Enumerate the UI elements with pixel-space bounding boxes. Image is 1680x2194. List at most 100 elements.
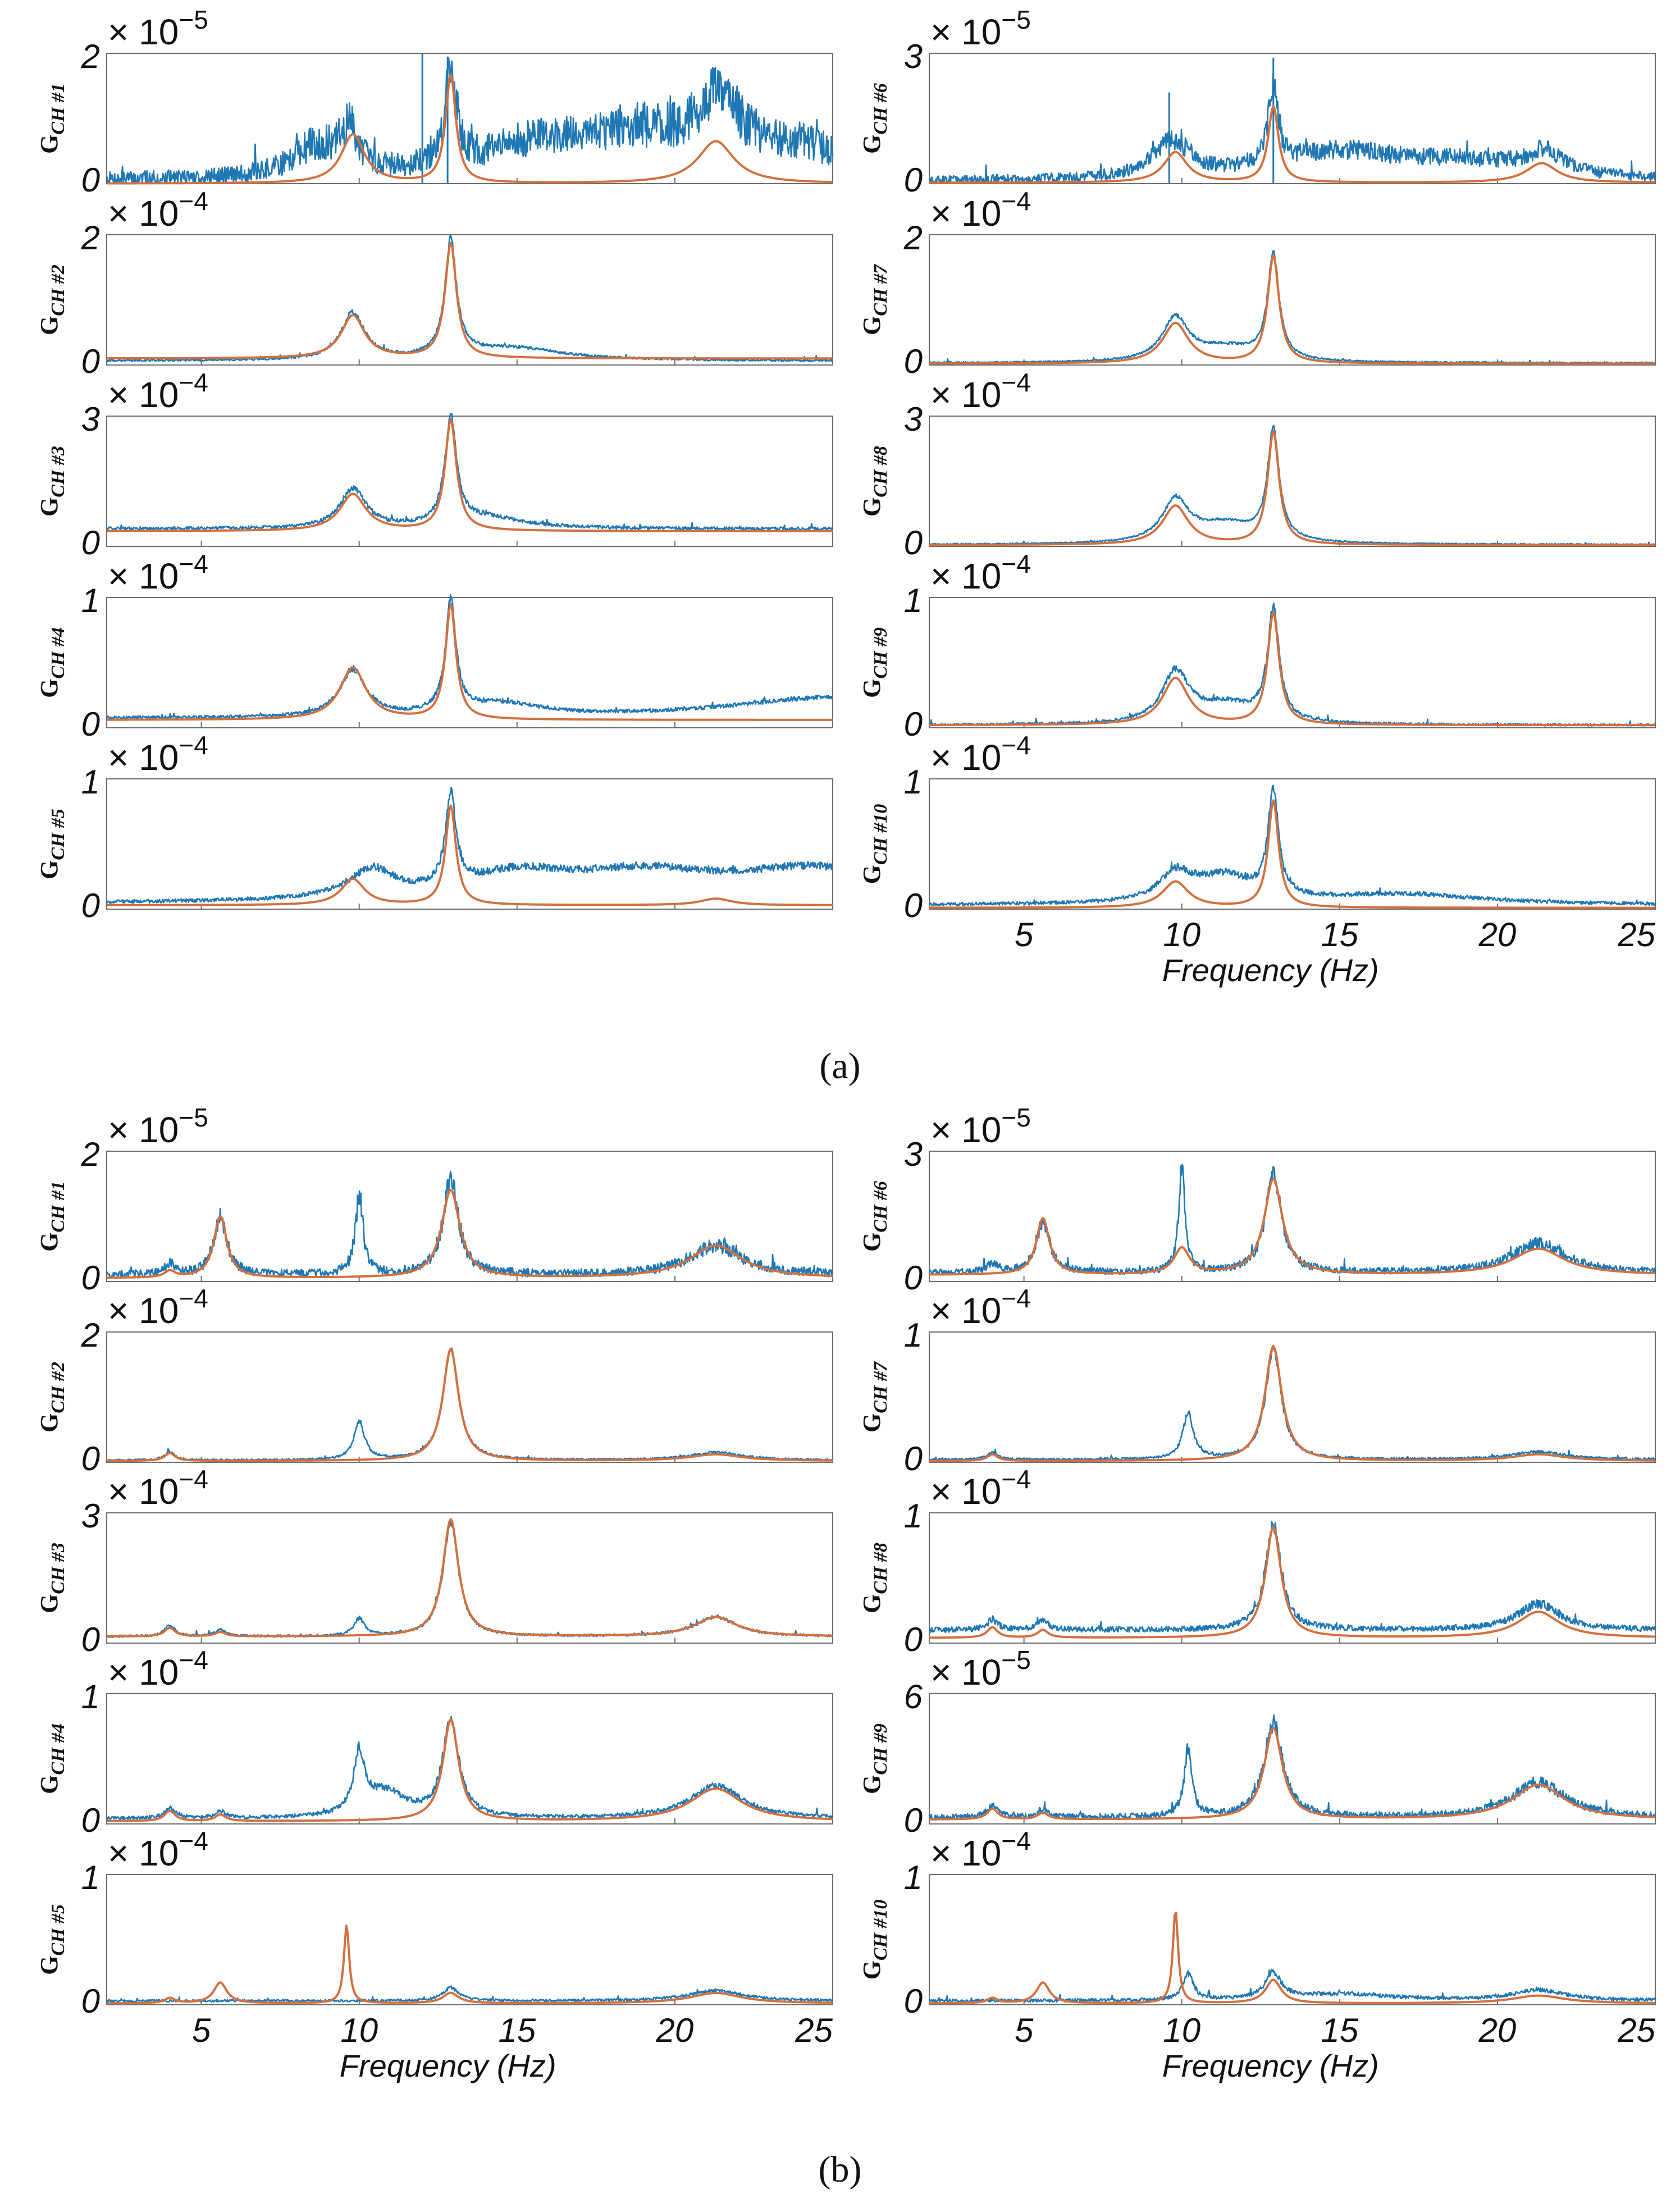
scale-exponent: −5 [1001, 1645, 1030, 1675]
axes-box [106, 778, 833, 910]
x-tick-label: 10 [1163, 2011, 1200, 2049]
y-label-sub: CH #3 [48, 446, 69, 498]
subplot-b-right-1: 3 0 × 10−5 GCH #6 [858, 1103, 1656, 1297]
scale-exponent: −5 [1001, 1103, 1030, 1132]
scale-base: × 10 [930, 556, 1001, 596]
scale-exponent: −4 [179, 731, 208, 760]
axes-box [929, 1151, 1656, 1282]
y-label-sub: CH #3 [48, 1543, 69, 1594]
y-tick-max: 1 [81, 582, 100, 619]
scale-exponent: −4 [179, 186, 208, 216]
y-tick-min: 0 [81, 1621, 100, 1658]
subplot-a-right-4: 1 0 × 10−4 GCH #9 [858, 549, 1656, 743]
y-axis-label: GCH #8 [858, 1543, 891, 1613]
scale-base: × 10 [108, 1290, 179, 1331]
y-tick-max: 2 [81, 1316, 100, 1354]
series-fitted [929, 430, 1655, 546]
scale-factor: × 10−4 [108, 549, 208, 596]
y-tick-max: 2 [81, 219, 100, 257]
subplot-a-right-1: 3 0 × 10−5 GCH #6 [858, 5, 1656, 199]
y-label-main: G [858, 1233, 885, 1252]
series-fitted [929, 104, 1655, 184]
scale-factor: × 10−4 [930, 1284, 1031, 1331]
series-fitted [107, 1188, 833, 1279]
axes-box [929, 416, 1656, 547]
y-tick-min: 0 [904, 705, 923, 743]
scale-exponent: −4 [1001, 1826, 1030, 1855]
scale-factor: × 10−4 [108, 1465, 208, 1512]
y-tick-min: 0 [904, 343, 923, 380]
series-fitted [107, 1348, 833, 1462]
y-axis-label: GCH #8 [858, 446, 891, 517]
y-tick-max: 3 [81, 1497, 100, 1535]
scale-factor: × 10−4 [108, 368, 208, 415]
scale-factor: × 10−5 [108, 1103, 208, 1150]
y-label-sub: CH #4 [48, 627, 69, 679]
y-label-main: G [35, 498, 63, 517]
y-tick-min: 0 [81, 887, 100, 924]
y-axis-label: GCH #9 [858, 627, 891, 698]
y-axis-label: GCH #9 [858, 1723, 891, 1794]
y-tick-min: 0 [81, 1440, 100, 1477]
y-tick-min: 0 [81, 524, 100, 562]
x-tick-label: 25 [795, 2011, 833, 2049]
series-fitted [929, 1912, 1655, 2005]
series-fitted [107, 241, 833, 360]
scale-factor: × 10−4 [108, 1645, 208, 1693]
subplot-a-right-3: 3 0 × 10−4 GCH #8 [858, 368, 1656, 562]
scale-base: × 10 [930, 1110, 1001, 1150]
x-tick-label: 5 [192, 2011, 211, 2049]
scale-exponent: −5 [179, 5, 208, 34]
y-axis-label: GCH #5 [35, 1904, 69, 1975]
axes-box [106, 1874, 833, 2005]
scale-base: × 10 [108, 556, 179, 596]
axes-box [929, 1693, 1656, 1824]
y-label-sub: CH #10 [870, 1900, 891, 1961]
subplot-b-right-3: 1 0 × 10−4 GCH #8 [858, 1465, 1656, 1658]
scale-factor: × 10−5 [930, 1103, 1031, 1150]
y-tick-max: 6 [904, 1678, 923, 1716]
x-tick-label: 25 [1617, 2011, 1655, 2049]
subplot-a-left-5: 1 0 × 10−4 GCH #5 [35, 731, 833, 924]
y-axis-label: GCH #10 [858, 1900, 891, 1980]
series-fitted [107, 804, 833, 906]
x-axis-label: Frequency (Hz) [1162, 2048, 1379, 2083]
scale-factor: × 10−4 [108, 1284, 208, 1331]
x-axis-label: Frequency (Hz) [1162, 952, 1379, 988]
scale-factor: × 10−5 [930, 5, 1031, 52]
y-tick-min: 0 [904, 1259, 923, 1297]
x-axis-label: Frequency (Hz) [340, 2048, 556, 2083]
y-axis-label: GCH #3 [35, 446, 69, 517]
y-tick-min: 0 [904, 1982, 923, 2020]
x-tick-label: 10 [1163, 916, 1200, 954]
y-axis-label: GCH #2 [35, 1362, 69, 1433]
y-label-main: G [35, 135, 63, 154]
y-axis-label: GCH #6 [858, 1181, 891, 1252]
y-tick-max: 1 [904, 1316, 923, 1354]
axes-box [929, 1874, 1656, 2005]
scale-base: × 10 [930, 1290, 1001, 1331]
y-label-sub: CH #2 [48, 1362, 69, 1413]
scale-exponent: −4 [179, 549, 208, 578]
subplot-a-left-3: 3 0 × 10−4 GCH #3 [35, 368, 834, 562]
y-tick-max: 1 [81, 1859, 100, 1896]
x-tick-label: 20 [656, 2011, 694, 2049]
axes-box [106, 53, 833, 184]
y-axis-label: GCH #4 [35, 1723, 69, 1794]
y-axis-label: GCH #7 [858, 1361, 891, 1433]
y-label-main: G [858, 679, 885, 698]
scale-base: × 10 [930, 1471, 1001, 1512]
y-label-main: G [35, 1956, 63, 1975]
subplot-a-right-2: 2 0 × 10−4 GCH #7 [858, 186, 1656, 380]
scale-factor: × 10−4 [930, 731, 1031, 778]
series-fitted [929, 1526, 1655, 1639]
series-measured [928, 1521, 1656, 1633]
scale-exponent: −4 [1001, 1284, 1030, 1313]
scale-exponent: −4 [1001, 549, 1030, 578]
y-label-main: G [35, 1594, 63, 1613]
scale-base: × 10 [108, 1471, 179, 1512]
